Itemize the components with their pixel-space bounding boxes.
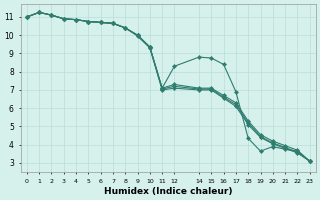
X-axis label: Humidex (Indice chaleur): Humidex (Indice chaleur)	[104, 187, 233, 196]
